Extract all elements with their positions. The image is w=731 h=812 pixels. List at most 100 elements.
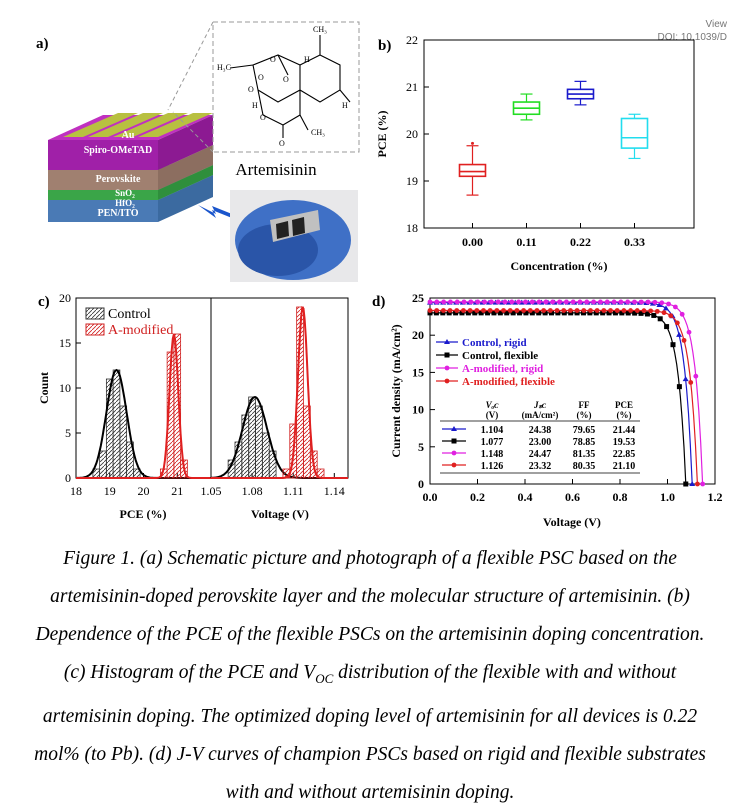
molecule-box xyxy=(212,21,360,153)
table-cell: 1.126 xyxy=(481,461,504,472)
plot-frame-c-right xyxy=(210,297,349,479)
molecule-name: Artemisinin xyxy=(235,160,317,179)
jv-marker xyxy=(628,308,633,313)
y-tick-label-b: 18 xyxy=(406,221,418,235)
table-row: 1.104 24.38 79.65 21.44 xyxy=(442,425,635,436)
y-tick-label-b: 20 xyxy=(406,127,418,141)
jv-marker xyxy=(604,299,610,305)
legend-c: Control A-modified xyxy=(85,307,173,338)
jv-marker xyxy=(662,305,669,311)
table-cell: 1.077 xyxy=(481,437,504,448)
jv-marker xyxy=(668,313,674,319)
y-axis-label-d: Current density (mA/cm²) xyxy=(389,324,403,457)
table-header: Jₛᴄ xyxy=(533,400,547,410)
jv-marker xyxy=(584,299,590,305)
jv-marker xyxy=(588,308,593,313)
x-tick-label-c: 1.05 xyxy=(201,484,222,498)
y-axis-label-c: Count xyxy=(37,372,51,404)
x-tick-label-c: 19 xyxy=(104,484,116,498)
y-axis-label-b: PCE (%) xyxy=(375,111,389,158)
x-tick-label-d: 0.0 xyxy=(423,490,438,504)
view-doi-link[interactable]: View DOI: 10.1039/D xyxy=(658,18,727,44)
jv-marker xyxy=(485,310,491,316)
table-header: FF xyxy=(579,400,590,410)
table-cell: 24.38 xyxy=(529,425,552,436)
y-tick-label-b: 19 xyxy=(406,174,418,188)
jv-marker xyxy=(657,316,663,322)
device-stack xyxy=(48,113,213,222)
jv-marker xyxy=(561,308,567,313)
table-unit: (%) xyxy=(577,410,592,420)
x-axis-label-c-right: Voltage (V) xyxy=(251,507,309,521)
jv-marker xyxy=(501,308,506,313)
legend-marker xyxy=(444,339,450,344)
jv-marker xyxy=(527,308,533,313)
hist-bar-control xyxy=(99,450,107,479)
table-cell: 80.35 xyxy=(573,461,596,472)
x-axis-label-c-left: PCE (%) xyxy=(120,507,167,521)
jv-marker xyxy=(510,310,516,316)
x-tick-label-d: 0.6 xyxy=(565,490,580,504)
x-tick-label-c: 20 xyxy=(138,484,150,498)
y-tick-label-c: 10 xyxy=(59,381,71,395)
jv-marker xyxy=(634,308,640,313)
x-tick-label-c: 1.08 xyxy=(242,484,263,498)
table-cell: 21.44 xyxy=(613,425,636,436)
table-row: 1.126 23.32 80.35 21.10 xyxy=(442,461,635,472)
table-cell: 78.85 xyxy=(573,437,596,448)
jv-marker xyxy=(661,310,667,316)
panel-a-label: a) xyxy=(36,36,49,52)
y-tick-label-c: 15 xyxy=(59,336,71,350)
caption-line-4: (c) Histogram of the PCE and VOC distrib… xyxy=(63,662,677,686)
y-tick-label-d: 0 xyxy=(418,477,424,491)
x-tick-label-b: 0.11 xyxy=(516,235,536,249)
jv-marker xyxy=(441,299,447,305)
jv-marker xyxy=(689,481,696,486)
legend-item-d: Control, rigid xyxy=(436,337,527,349)
jv-marker xyxy=(523,299,528,305)
table-unit: (mA/cm²) xyxy=(522,410,559,420)
jv-marker xyxy=(472,310,478,316)
jv-marker xyxy=(447,308,453,313)
fit-curve-a-modified xyxy=(76,333,211,479)
jv-marker xyxy=(543,299,549,305)
x-tick-label-c: 1.11 xyxy=(283,484,304,498)
jv-marker xyxy=(427,308,433,313)
row-marker xyxy=(451,450,457,456)
legend-item-d: Control, flexible xyxy=(436,350,538,362)
jv-marker xyxy=(574,308,580,313)
svg-text:O: O xyxy=(270,55,276,64)
jv-marker xyxy=(453,310,459,316)
table-cell: 21.10 xyxy=(613,461,636,472)
hist-bar-control xyxy=(112,369,121,479)
layer-spiro: Spiro-OMeTAD xyxy=(84,145,153,156)
jv-marker xyxy=(598,299,603,305)
jv-marker xyxy=(478,310,484,316)
device-photo xyxy=(230,190,358,282)
table-row: 1.148 24.47 81.35 22.85 xyxy=(442,449,635,460)
jv-marker xyxy=(465,310,471,316)
jv-marker xyxy=(644,311,650,317)
jv-marker xyxy=(612,310,618,316)
jv-marker xyxy=(645,299,651,305)
x-tick-label-c: 1.14 xyxy=(324,484,345,498)
table-header: Vₒᴄ xyxy=(486,400,500,410)
legend-label-d: Control, rigid xyxy=(462,337,527,349)
jv-marker xyxy=(638,310,644,316)
x-tick-label-b: 0.33 xyxy=(624,235,645,249)
table-cell: 23.00 xyxy=(529,437,552,448)
caption-line-2: artemisinin-doped perovskite layer and t… xyxy=(50,586,690,607)
jv-marker xyxy=(467,308,473,313)
row-marker xyxy=(451,462,457,468)
jv-marker xyxy=(541,308,547,313)
panel-b-boxplot: b) 18 19 20 21 22 0.00 0.11 0.22 0.33 Concentra… xyxy=(375,33,695,273)
jv-marker xyxy=(674,320,680,326)
table-row: 1.077 23.00 78.85 19.53 xyxy=(442,437,635,448)
box-0.11 xyxy=(512,93,541,121)
panel-a-schematic: a) Au Spiro-OMeTAD Perovskite SnO₂ HfO₂ … xyxy=(36,21,360,282)
caption-line-3: Dependence of the PCE of the flexible PS… xyxy=(35,624,705,645)
jv-marker xyxy=(504,310,510,316)
legend-control: Control xyxy=(108,307,151,322)
jv-marker xyxy=(509,299,515,305)
jv-marker xyxy=(491,310,497,316)
